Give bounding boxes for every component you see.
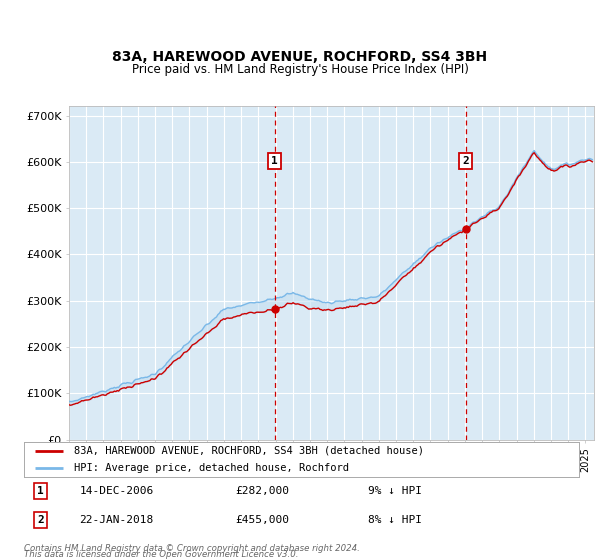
Text: Contains HM Land Registry data © Crown copyright and database right 2024.: Contains HM Land Registry data © Crown c… xyxy=(24,544,360,553)
Text: 2: 2 xyxy=(37,515,44,525)
Text: 83A, HAREWOOD AVENUE, ROCHFORD, SS4 3BH: 83A, HAREWOOD AVENUE, ROCHFORD, SS4 3BH xyxy=(112,50,488,64)
Text: Price paid vs. HM Land Registry's House Price Index (HPI): Price paid vs. HM Land Registry's House … xyxy=(131,63,469,76)
Text: 14-DEC-2006: 14-DEC-2006 xyxy=(79,486,154,496)
Text: £282,000: £282,000 xyxy=(235,486,289,496)
Text: 1: 1 xyxy=(37,486,44,496)
Text: £455,000: £455,000 xyxy=(235,515,289,525)
Text: 1: 1 xyxy=(271,156,278,166)
Text: 2: 2 xyxy=(463,156,469,166)
Text: 22-JAN-2018: 22-JAN-2018 xyxy=(79,515,154,525)
Text: HPI: Average price, detached house, Rochford: HPI: Average price, detached house, Roch… xyxy=(74,463,349,473)
Text: 83A, HAREWOOD AVENUE, ROCHFORD, SS4 3BH (detached house): 83A, HAREWOOD AVENUE, ROCHFORD, SS4 3BH … xyxy=(74,445,424,455)
Text: 8% ↓ HPI: 8% ↓ HPI xyxy=(368,515,422,525)
Text: This data is licensed under the Open Government Licence v3.0.: This data is licensed under the Open Gov… xyxy=(24,550,299,559)
Text: 9% ↓ HPI: 9% ↓ HPI xyxy=(368,486,422,496)
